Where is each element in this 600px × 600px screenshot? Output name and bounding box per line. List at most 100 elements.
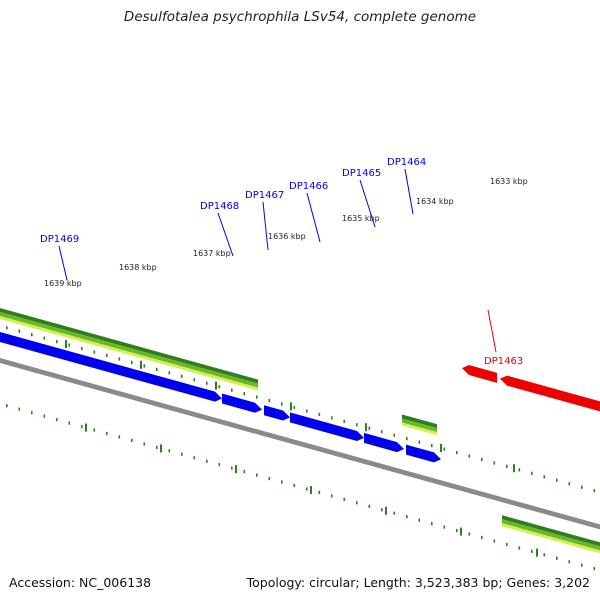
gene-label-dp1467: DP1467 <box>245 190 284 201</box>
gene-leader-line <box>306 192 321 243</box>
scale-tick-minor <box>581 563 583 567</box>
scale-tick-minor <box>18 329 21 333</box>
scale-tick-minor <box>268 398 271 403</box>
scale-tick-minor <box>118 435 121 439</box>
scale-tick-major <box>385 506 387 515</box>
scale-tick-minor <box>93 350 96 354</box>
scale-tick-minor <box>593 489 596 493</box>
scale-tick-minor <box>256 473 258 477</box>
gene-leader-line <box>58 245 68 281</box>
scale-tick-minor <box>218 463 221 467</box>
scale-tick-minor <box>568 482 571 486</box>
scale-tick-minor <box>518 546 521 550</box>
gene-label-dp1466: DP1466 <box>289 181 328 192</box>
scale-tick-minor <box>206 459 208 463</box>
scale-tick-major <box>513 464 515 473</box>
forward-gene-arrow <box>290 412 364 441</box>
scale-tick-minor <box>443 447 446 451</box>
scale-tick-minor <box>56 340 58 344</box>
scale-tick-minor <box>93 428 96 432</box>
gene-label-dp1463: DP1463 <box>484 356 523 367</box>
scale-tick-minor <box>43 414 46 418</box>
scale-tick-minor <box>531 471 533 475</box>
reverse-track-light <box>502 523 600 554</box>
scale-tick-minor <box>268 476 271 481</box>
scale-tick-minor <box>343 497 346 501</box>
scale-tick-major <box>65 340 67 349</box>
scale-label-1636: 1636 kbp <box>268 232 306 241</box>
forward-gene-arrow <box>364 432 404 453</box>
scale-label-1635: 1635 kbp <box>342 214 380 223</box>
scale-tick-minor <box>556 556 558 560</box>
forward-track-light <box>402 422 437 436</box>
forward-gene-arrow <box>406 444 441 463</box>
scale-tick-major <box>460 527 462 536</box>
scale-label-1638: 1638 kbp <box>119 263 157 272</box>
gene-label-dp1468: DP1468 <box>200 201 239 212</box>
scale-tick-minor <box>481 535 483 540</box>
scale-tick-minor <box>343 419 346 423</box>
scale-tick-minor <box>468 454 471 458</box>
scale-tick-minor <box>81 346 83 351</box>
scale-tick-major <box>85 423 87 432</box>
gene-leader-line <box>262 201 269 251</box>
scale-tick-minor <box>206 381 208 385</box>
scale-tick-minor <box>43 336 46 340</box>
scale-tick-minor <box>368 504 371 508</box>
scale-label-1634: 1634 kbp <box>416 197 454 206</box>
reverse-gene-arrow <box>500 375 600 412</box>
scale-tick-minor <box>431 522 433 526</box>
scale-tick-minor <box>581 485 583 489</box>
scale-tick-minor <box>381 508 383 512</box>
scale-tick-minor <box>31 411 33 415</box>
scale-tick-minor <box>318 412 321 417</box>
scale-tick-minor <box>293 405 296 410</box>
scale-tick-minor <box>431 444 433 448</box>
scale-tick-minor <box>493 461 496 465</box>
scale-tick-major <box>215 381 217 390</box>
gene-leader-line <box>404 168 414 215</box>
scale-label-1637: 1637 kbp <box>193 249 231 258</box>
forward-track-light <box>0 316 258 391</box>
scale-tick-major <box>310 485 312 494</box>
scale-tick-minor <box>156 445 158 449</box>
forward-track-dark <box>402 414 437 429</box>
forward-gene-arrow <box>222 393 262 413</box>
scale-tick-major <box>536 548 538 557</box>
scale-tick-minor <box>6 404 8 408</box>
scale-tick-minor <box>518 468 521 472</box>
scale-tick-minor <box>143 364 146 368</box>
scale-tick-minor <box>168 449 171 453</box>
scale-tick-minor <box>193 378 196 382</box>
scale-tick-minor <box>306 487 308 491</box>
scale-tick-minor <box>131 360 133 365</box>
gene-label-dp1469: DP1469 <box>40 234 79 245</box>
scale-tick-minor <box>231 466 233 470</box>
reverse-track-dark <box>502 515 600 547</box>
scale-tick-minor <box>368 426 371 430</box>
scale-tick-minor <box>418 440 421 444</box>
scale-tick-minor <box>331 494 333 498</box>
scale-tick-minor <box>281 480 283 484</box>
scale-tick-minor <box>181 374 183 378</box>
forward-track-mid <box>402 418 437 433</box>
scale-tick-minor <box>393 433 396 437</box>
scale-label-1633: 1633 kbp <box>490 177 528 186</box>
scale-tick-minor <box>31 333 33 337</box>
scale-tick-minor <box>181 452 183 456</box>
scale-tick-minor <box>306 409 308 413</box>
scale-tick-minor <box>293 483 296 488</box>
scale-tick-major <box>365 423 367 432</box>
gene-label-dp1465: DP1465 <box>342 168 381 179</box>
scale-tick-minor <box>193 456 196 460</box>
scale-tick-minor <box>168 371 171 375</box>
scale-tick-minor <box>218 385 221 389</box>
scale-tick-minor <box>556 478 558 482</box>
scale-tick-minor <box>543 475 546 479</box>
scale-tick-minor <box>481 457 483 462</box>
scale-tick-minor <box>243 470 246 474</box>
scale-tick-minor <box>56 418 58 422</box>
scale-tick-minor <box>356 501 358 505</box>
reverse-gene-arrow <box>462 365 497 383</box>
gene-leader-line <box>217 212 234 257</box>
